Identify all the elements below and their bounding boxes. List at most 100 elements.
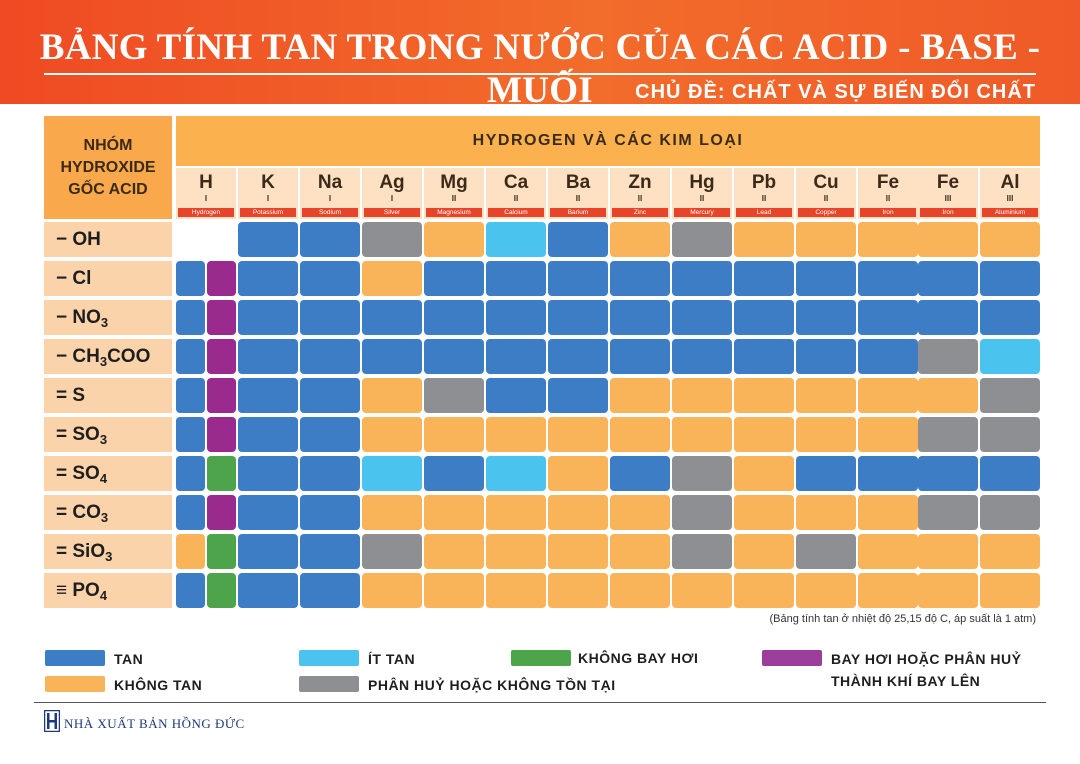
solubility-cell <box>238 261 298 296</box>
legend-label-bay-hoi-line-1: BAY HƠI HOẶC PHÂN HUỶ <box>831 651 1022 667</box>
solubility-cell <box>176 456 205 491</box>
element-valence: I <box>204 194 208 203</box>
element-symbol: Fe <box>936 172 960 193</box>
solubility-cell <box>734 495 794 530</box>
element-name: Zinc <box>612 208 668 217</box>
solubility-cell <box>548 417 608 452</box>
solubility-cell <box>672 456 732 491</box>
solubility-cell <box>207 456 236 491</box>
solubility-cell <box>176 261 205 296</box>
legend-label-it-tan: ÍT TAN <box>368 651 416 667</box>
element-valence: III <box>1006 194 1014 203</box>
element-name: Potassium <box>240 208 296 217</box>
element-name: Magnesium <box>426 208 482 217</box>
solubility-cell <box>238 378 298 413</box>
solubility-cell <box>918 417 978 452</box>
solubility-cell <box>796 456 856 491</box>
column-header: K I Potassium <box>238 168 298 219</box>
solubility-cell <box>238 300 298 335</box>
solubility-cell <box>362 222 422 257</box>
solubility-cell <box>362 261 422 296</box>
solubility-cell <box>207 534 236 569</box>
legend-swatch-bay-hoi <box>762 650 822 666</box>
element-valence: II <box>451 194 457 203</box>
solubility-cell <box>734 456 794 491</box>
element-name: Aluminium <box>982 208 1038 217</box>
solubility-cell <box>207 300 236 335</box>
element-valence: II <box>699 194 705 203</box>
row-label: = SiO3 <box>44 534 172 569</box>
solubility-cell <box>238 339 298 374</box>
element-symbol: Na <box>317 172 343 193</box>
solubility-cell <box>610 261 670 296</box>
solubility-cell <box>672 417 732 452</box>
row-label: = CO3 <box>44 495 172 530</box>
solubility-cell <box>672 378 732 413</box>
solubility-cell <box>980 495 1040 530</box>
solubility-cell <box>918 261 978 296</box>
solubility-cell <box>672 300 732 335</box>
page-subtitle: CHỦ ĐỀ: CHẤT VÀ SỰ BIẾN ĐỔI CHẤT <box>635 81 1036 103</box>
solubility-cell <box>207 495 236 530</box>
element-name: Barium <box>550 208 606 217</box>
solubility-cell <box>548 378 608 413</box>
solubility-cell <box>796 222 856 257</box>
solubility-cell <box>734 300 794 335</box>
column-header: Fe III Iron <box>918 168 978 219</box>
element-symbol: Fe <box>876 172 900 193</box>
solubility-cell <box>300 300 360 335</box>
element-symbol: Mg <box>440 172 468 193</box>
solubility-cell <box>176 573 205 608</box>
solubility-cell <box>207 378 236 413</box>
solubility-cell <box>362 534 422 569</box>
solubility-cell <box>207 339 236 374</box>
element-symbol: H <box>199 172 213 193</box>
solubility-cell <box>300 417 360 452</box>
solubility-cell <box>486 261 546 296</box>
solubility-cell <box>858 417 918 452</box>
row-label: = SO4 <box>44 456 172 491</box>
solubility-cell <box>918 378 978 413</box>
solubility-cell <box>486 573 546 608</box>
solubility-cell <box>424 300 484 335</box>
solubility-cell <box>918 573 978 608</box>
solubility-cell <box>176 495 205 530</box>
solubility-cell <box>548 495 608 530</box>
solubility-cell <box>176 417 205 452</box>
publisher-logo <box>44 710 60 732</box>
solubility-cell <box>486 378 546 413</box>
row-label: = SO3 <box>44 417 172 452</box>
solubility-cell <box>300 222 360 257</box>
element-symbol: Ba <box>565 172 591 193</box>
solubility-cell <box>734 339 794 374</box>
element-valence: II <box>823 194 829 203</box>
solubility-cell <box>424 339 484 374</box>
solubility-cell <box>424 417 484 452</box>
solubility-cell <box>610 222 670 257</box>
top-header: HYDROGEN VÀ CÁC KIM LOẠI <box>176 116 1040 166</box>
solubility-cell <box>486 339 546 374</box>
solubility-cell <box>300 456 360 491</box>
solubility-cell <box>362 417 422 452</box>
row-label: ≡ PO4 <box>44 573 172 608</box>
solubility-cell <box>796 495 856 530</box>
solubility-cell <box>486 456 546 491</box>
legend-label-khong-bay-hoi: KHÔNG BAY HƠI <box>578 650 699 666</box>
element-name: Sodium <box>302 208 358 217</box>
solubility-cell <box>796 339 856 374</box>
element-valence: I <box>390 194 394 203</box>
element-valence: II <box>761 194 767 203</box>
solubility-cell <box>672 339 732 374</box>
title-banner <box>0 0 1080 104</box>
solubility-cell <box>980 573 1040 608</box>
column-header: H I Hydrogen <box>176 168 236 219</box>
solubility-cell <box>610 339 670 374</box>
solubility-cell <box>300 534 360 569</box>
solubility-cell <box>362 378 422 413</box>
element-symbol: Al <box>1000 172 1020 193</box>
solubility-cell <box>610 300 670 335</box>
solubility-cell <box>424 495 484 530</box>
column-header: Ba II Barium <box>548 168 608 219</box>
solubility-cell <box>796 417 856 452</box>
element-name: Lead <box>736 208 792 217</box>
